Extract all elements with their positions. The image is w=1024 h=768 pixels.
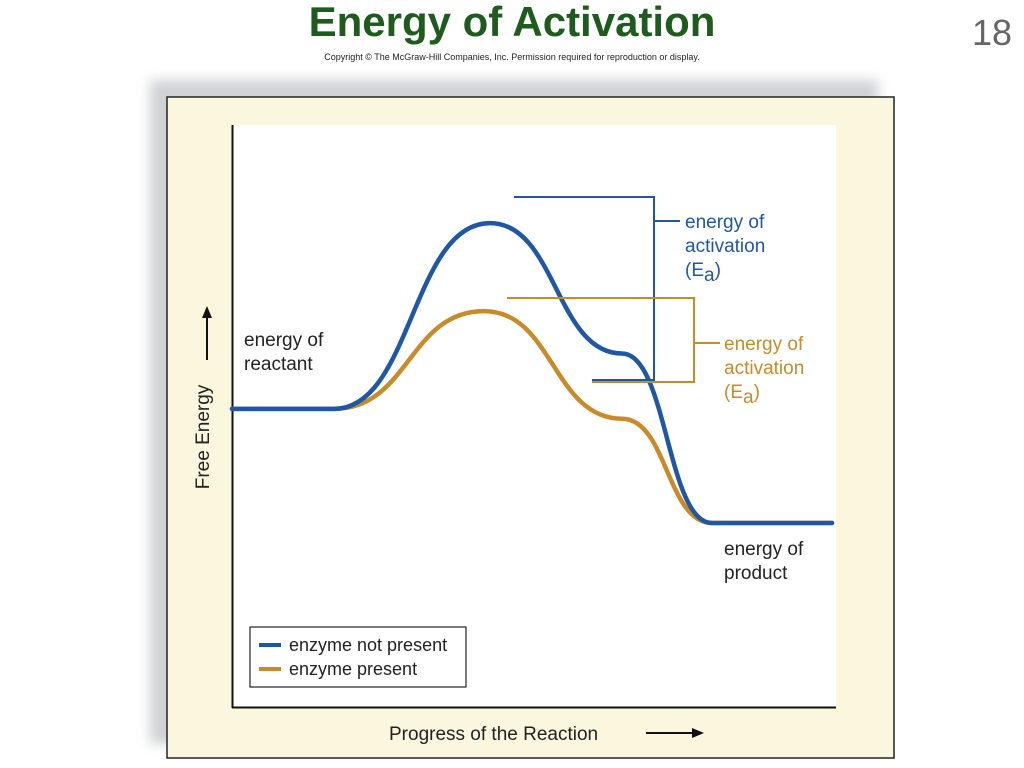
product-label: energy of product [724, 539, 809, 584]
activation-bracket-enzyme [507, 297, 720, 383]
y-axis-arrowhead [202, 306, 212, 318]
ea-enzyme-line3: (E [724, 382, 743, 403]
copyright-notice: Copyright © The McGraw-Hill Companies, I… [324, 52, 700, 62]
x-axis-arrowhead [692, 728, 704, 738]
ea-enzyme-subscript: a [743, 387, 754, 408]
activation-bracket-no-enzyme [514, 196, 680, 381]
series-line-enzyme-not-present [229, 220, 835, 526]
reactant-label-line1: energy of [244, 330, 324, 351]
ea-enzyme-line2: activation [724, 358, 804, 379]
ea-no-enzyme-line1: energy of [685, 212, 765, 233]
product-label-line1: energy of [724, 539, 804, 560]
legend-box [249, 626, 467, 688]
legend-label-enzyme-present: enzyme present [289, 659, 417, 679]
y-axis-label: Free Energy [193, 384, 214, 489]
ea-no-enzyme-subscript: a [704, 265, 715, 286]
ea-no-enzyme-line3: (E [685, 260, 704, 281]
ea-no-enzyme-line2: activation [685, 236, 765, 257]
ea-enzyme-line1: energy of [724, 334, 804, 355]
x-axis-label: Progress of the Reaction [389, 724, 598, 745]
plot-area [232, 125, 836, 707]
reactant-label: energy of reactant [244, 330, 329, 375]
product-label-line2: product [724, 563, 788, 584]
ea-no-enzyme-close: ) [715, 260, 721, 281]
activation-energy-label-enzyme: energy of activation (Ea) [724, 334, 810, 408]
ea-enzyme-close: ) [754, 382, 760, 403]
activation-energy-label-no-enzyme: energy of activation (Ea) [685, 212, 771, 286]
slide-title: Energy of Activation [308, 0, 716, 45]
reactant-label-line2: reactant [244, 354, 313, 375]
legend: enzyme not present enzyme present [249, 626, 467, 688]
slide-number: 18 [971, 12, 1012, 53]
legend-label-enzyme-not-present: enzyme not present [289, 635, 447, 655]
